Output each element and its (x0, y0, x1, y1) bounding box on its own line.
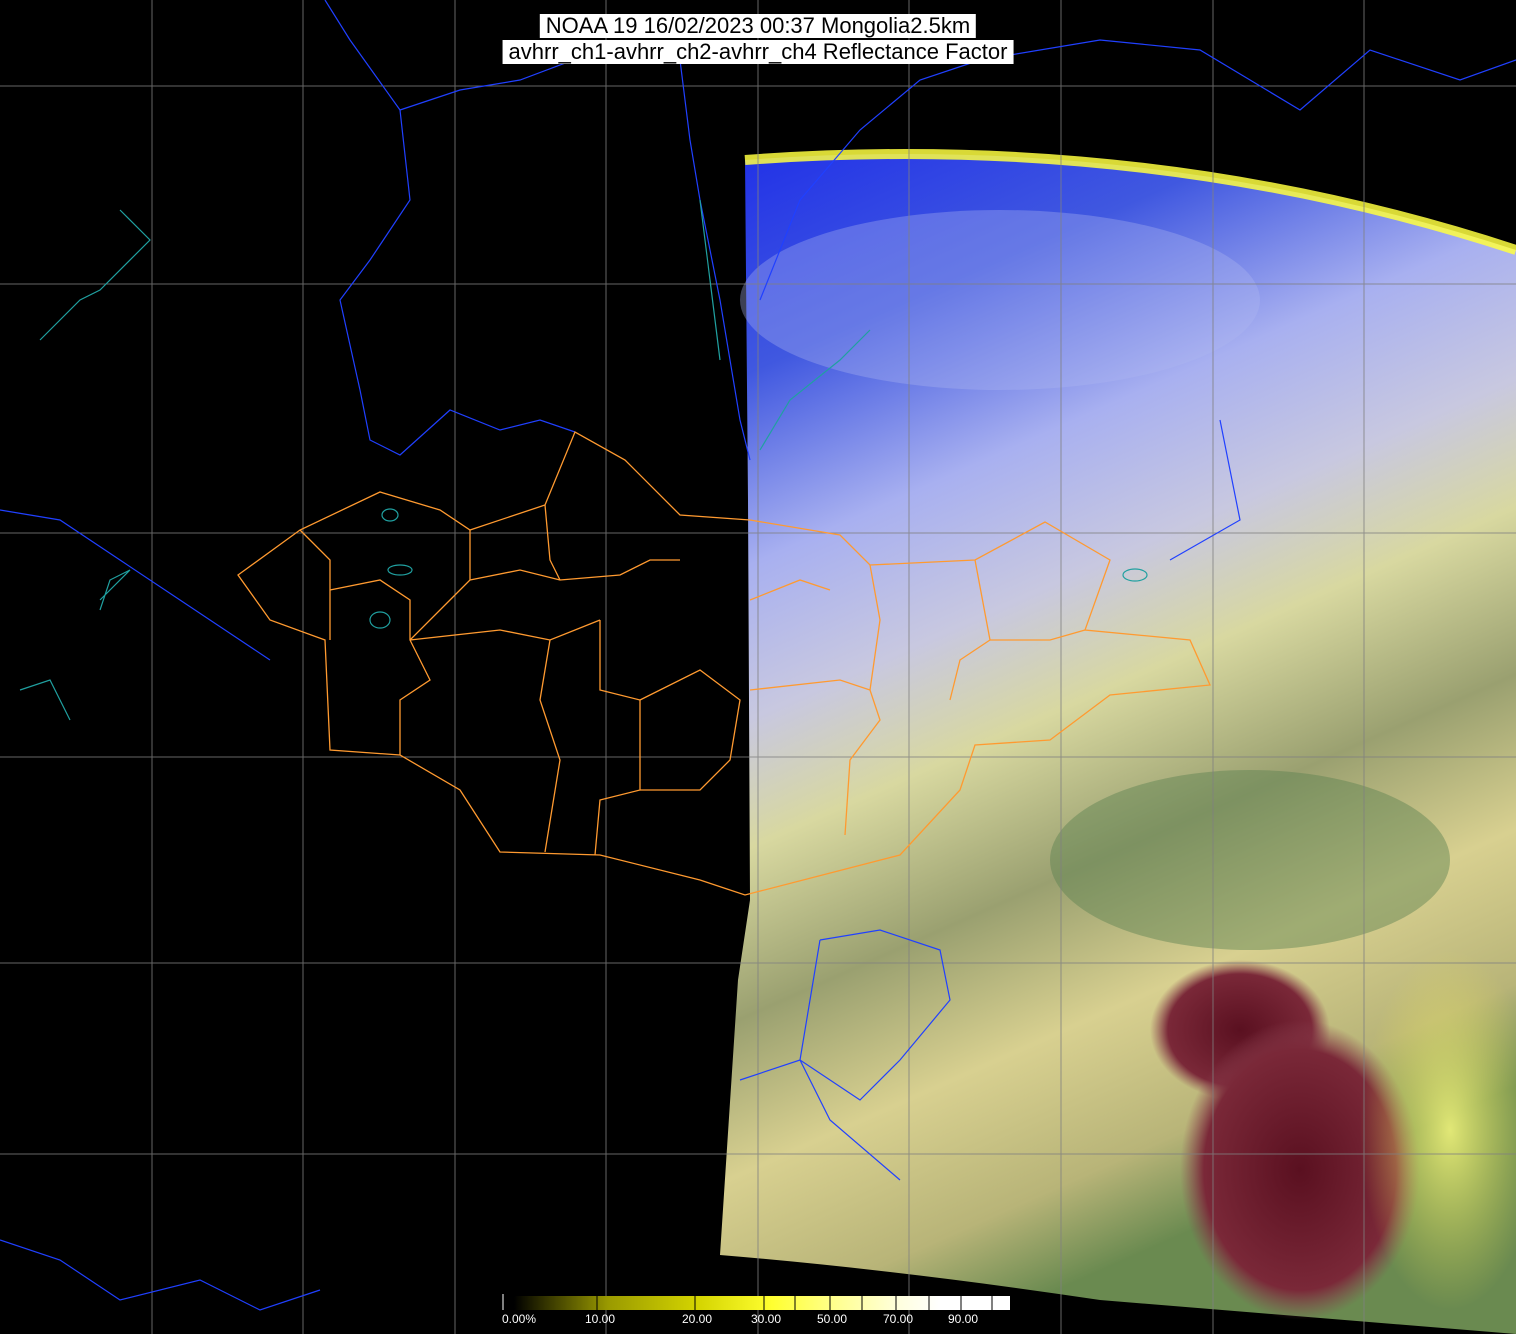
colorbar-label: 30.00 (750, 1312, 782, 1326)
colorbar (502, 1294, 1010, 1310)
satellite-swath (720, 149, 1516, 1334)
colorbar-ticks (596, 1296, 993, 1310)
colorbar-label: 10.00 (584, 1312, 616, 1326)
yellow-sea (1180, 1020, 1420, 1320)
colorbar-label: 90.00 (947, 1312, 979, 1326)
map-title: NOAA 19 16/02/2023 00:37 Mongolia2.5km (539, 14, 977, 38)
colorbar-label: 70.00 (882, 1312, 914, 1326)
map-subtitle: avhrr_ch1-avhrr_ch2-avhrr_ch4 Reflectanc… (502, 40, 1014, 64)
colorbar-label: 0.00% (501, 1312, 537, 1326)
mongolia-province-borders (237, 431, 1211, 896)
swath-edge-noise (744, 149, 1516, 255)
colorbar-label: 50.00 (816, 1312, 848, 1326)
colorbar-gradient (514, 1296, 1010, 1310)
mongolia-outline (237, 431, 1211, 896)
cloud-band (740, 210, 1260, 390)
korea-clouds (1360, 950, 1516, 1310)
clear-land-green (1050, 770, 1450, 950)
colorbar-label: 20.00 (681, 1312, 713, 1326)
lakes-rivers (19, 199, 1148, 721)
